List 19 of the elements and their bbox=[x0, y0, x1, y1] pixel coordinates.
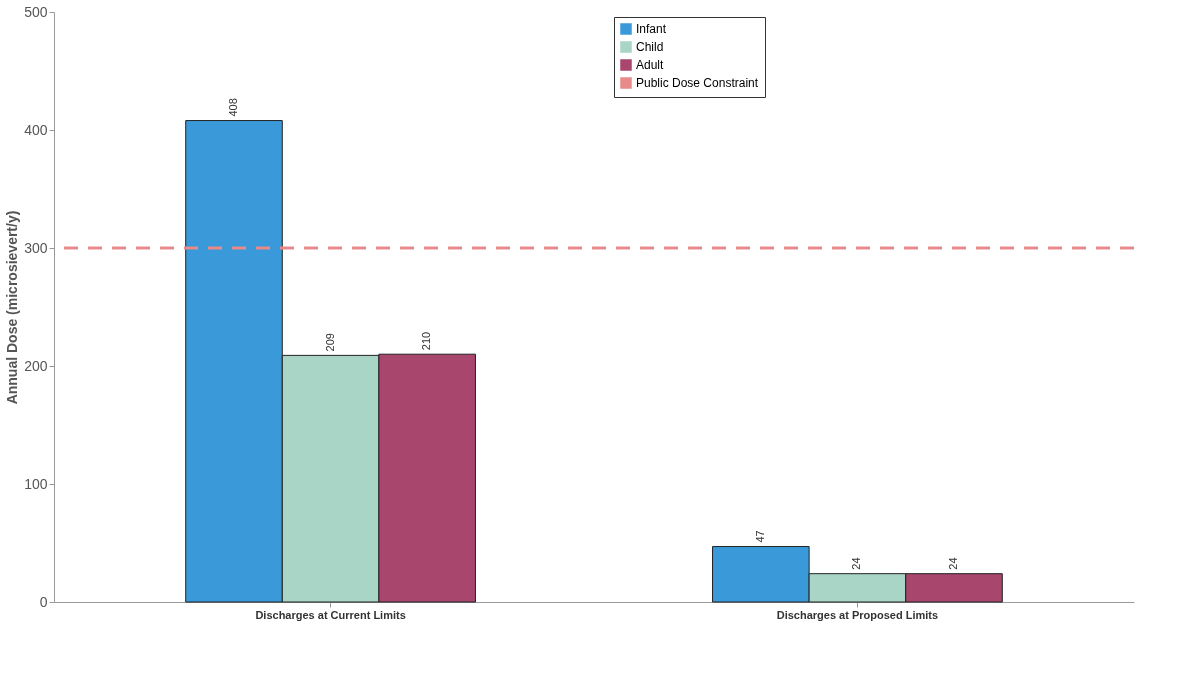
y-tick-label: 400 bbox=[24, 121, 48, 138]
y-tick-label: 0 bbox=[39, 593, 48, 610]
data-label: 47 bbox=[753, 530, 766, 543]
data-label: 209 bbox=[323, 333, 336, 352]
legend-label: Infant bbox=[636, 22, 667, 36]
data-label: 408 bbox=[227, 98, 239, 117]
y-tick-label: 100 bbox=[24, 475, 48, 492]
x-tick-label: Discharges at Proposed Limits bbox=[776, 608, 939, 621]
legend-label: Adult bbox=[636, 58, 665, 72]
legend-label: Child bbox=[636, 40, 664, 54]
y-tick-label: 300 bbox=[24, 239, 48, 256]
legend-label: Public Dose Constraint bbox=[636, 76, 759, 90]
data-label: 24 bbox=[850, 557, 863, 570]
y-tick-label: 200 bbox=[24, 357, 48, 374]
y-tick-label: 500 bbox=[24, 3, 48, 20]
data-label: 210 bbox=[420, 331, 433, 351]
data-label: 24 bbox=[947, 557, 959, 570]
x-tick-label: Discharges at Current Limits bbox=[255, 608, 406, 621]
y-axis-title: Annual Dose (microsievert/y) bbox=[4, 210, 21, 405]
